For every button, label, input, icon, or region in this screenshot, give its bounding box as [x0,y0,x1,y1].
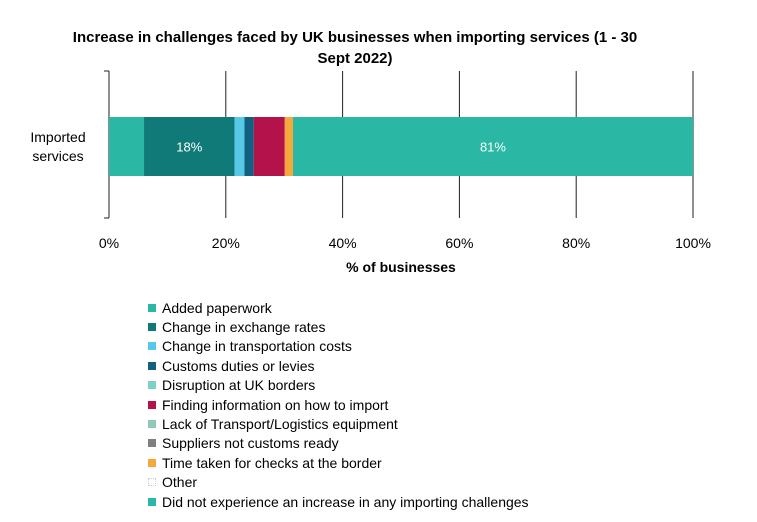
x-axis-label: % of businesses [346,259,456,275]
legend-swatch [148,439,156,448]
legend-swatch [148,303,156,312]
legend-swatch [148,342,156,351]
legend-item: Did not experience an increase in any im… [148,492,529,511]
chart-legend: Added paperwork Change in exchange rates C… [148,298,529,511]
legend-item: Lack of Transport/Logistics equipment [148,414,529,433]
legend-item: Change in transportation costs [148,337,529,356]
legend-swatch [148,361,156,370]
legend-swatch [148,400,156,409]
legend-label: Did not experience an increase in any im… [162,493,529,510]
bar-data-label: 18% [176,140,202,155]
legend-label: Change in transportation costs [162,338,352,355]
legend-label: Suppliers not customs ready [162,435,339,452]
legend-label: Lack of Transport/Logistics equipment [162,416,398,433]
legend-item: Time taken for checks at the border [148,453,529,472]
category-label: Imported services [30,129,85,164]
legend-swatch [148,323,156,332]
legend-item: Change in exchange rates [148,317,529,336]
legend-item: Suppliers not customs ready [148,434,529,453]
bar-segment-finding-information-on-how-to-import [253,117,285,176]
legend-item: Other [148,473,529,492]
x-tick-label: 0% [99,235,119,251]
legend-label: Finding information on how to import [162,396,389,413]
legend-swatch [148,381,156,390]
legend-label: Other [162,474,198,491]
legend-label: Customs duties or levies [162,357,315,374]
bar-segment-added-paperwork [109,117,145,176]
bar-data-label: 81% [480,140,506,155]
bar-segment-customs-duties-or-levies [244,117,254,176]
x-tick-label: 60% [445,235,473,251]
legend-swatch [148,420,156,429]
x-tick-label: 20% [212,235,240,251]
bar-segment-change-in-transportation-costs [234,117,245,176]
legend-item: Added paperwork [148,298,529,317]
legend-label: Added paperwork [162,299,272,316]
x-tick-label: 100% [675,235,711,251]
bar-segment-change-in-exchange-rates [144,117,235,176]
x-tick-label: 80% [562,235,590,251]
legend-item: Customs duties or levies [148,356,529,375]
legend-label: Disruption at UK borders [162,377,316,394]
x-tick-label: 40% [329,235,357,251]
legend-item: Disruption at UK borders [148,376,529,395]
bar-segment-time-taken-for-checks-at-the-border [284,117,293,176]
legend-label: Change in exchange rates [162,319,326,336]
legend-swatch [148,478,156,487]
legend-swatch [148,458,156,467]
legend-item: Finding information on how to import [148,395,529,414]
legend-label: Time taken for checks at the border [162,454,382,471]
chart-title: Increase in challenges faced by UK busin… [72,29,638,67]
stacked-bar-chart: 0% 20% 40% 60% 80% 100% % of businesses Importe… [30,70,711,275]
legend-swatch [148,497,156,506]
bar-segment-did-not-experience-an-increase-in-any-importing-challenges [292,117,693,176]
